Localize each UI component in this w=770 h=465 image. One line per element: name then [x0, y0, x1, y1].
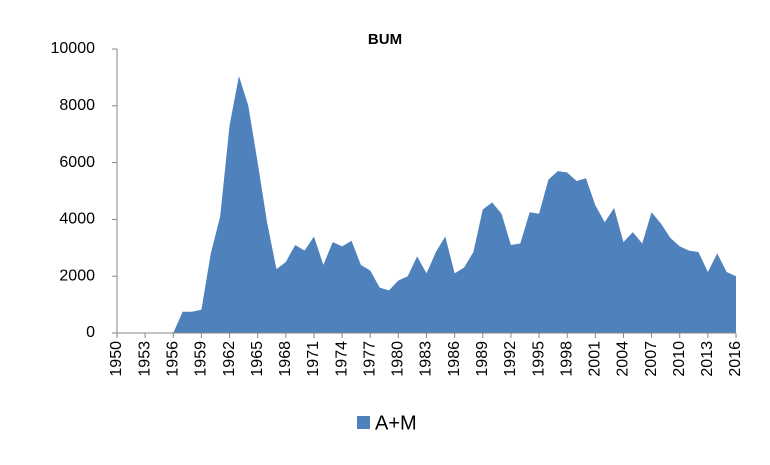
x-tick-label: 1956: [164, 341, 181, 377]
x-tick-label: 1989: [474, 341, 491, 377]
chart-title: BUM: [368, 31, 402, 48]
legend-swatch: [357, 416, 370, 429]
x-tick-label: 1977: [361, 341, 378, 377]
y-tick-label: 0: [86, 324, 95, 341]
x-tick-label: 1998: [558, 341, 575, 377]
legend-label: A+M: [375, 412, 417, 434]
y-tick-label: 8000: [59, 97, 95, 114]
x-tick-label: 1959: [193, 341, 210, 377]
y-tick-label: 4000: [59, 211, 95, 228]
x-tick-label: 2016: [727, 341, 744, 377]
x-tick-label: 1986: [446, 341, 463, 377]
x-tick-label: 1974: [333, 341, 350, 377]
x-tick-label: 2001: [587, 341, 604, 377]
x-tick-label: 1980: [390, 341, 407, 377]
x-tick-label: 1953: [136, 341, 153, 377]
area: [117, 75, 736, 333]
x-tick-label: 1983: [418, 341, 435, 377]
x-tick-label: 1950: [108, 341, 125, 377]
y-tick-label: 2000: [59, 267, 95, 284]
y-tick-label: 10000: [51, 40, 96, 57]
x-tick-label: 1971: [305, 341, 322, 377]
x-tick-label: 1962: [221, 341, 238, 377]
x-tick-label: 2007: [643, 341, 660, 377]
x-tick-label: 1968: [277, 341, 294, 377]
x-tick-label: 1992: [502, 341, 519, 377]
y-tick-label: 6000: [59, 154, 95, 171]
x-tick-label: 2013: [699, 341, 716, 377]
x-tick-label: 1995: [530, 341, 547, 377]
x-tick-label: 2004: [615, 341, 632, 377]
x-tick-label: 1965: [249, 341, 266, 377]
x-tick-label: 2010: [671, 341, 688, 377]
